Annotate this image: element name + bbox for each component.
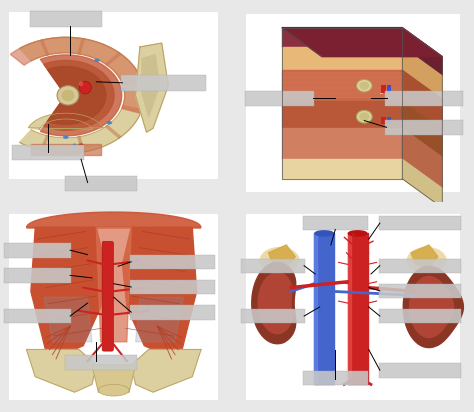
FancyBboxPatch shape <box>4 309 71 323</box>
FancyBboxPatch shape <box>303 216 368 230</box>
Polygon shape <box>131 349 201 392</box>
Ellipse shape <box>356 80 372 92</box>
FancyBboxPatch shape <box>130 255 215 269</box>
Ellipse shape <box>260 247 300 274</box>
Polygon shape <box>347 233 368 384</box>
Ellipse shape <box>94 59 100 62</box>
Polygon shape <box>44 297 92 342</box>
FancyBboxPatch shape <box>303 371 368 385</box>
FancyBboxPatch shape <box>379 284 461 298</box>
FancyBboxPatch shape <box>130 280 215 294</box>
Ellipse shape <box>62 89 74 101</box>
Polygon shape <box>27 349 96 392</box>
Ellipse shape <box>347 230 368 237</box>
Polygon shape <box>402 47 442 99</box>
Ellipse shape <box>99 384 129 396</box>
FancyBboxPatch shape <box>12 145 84 160</box>
Ellipse shape <box>57 86 79 105</box>
Ellipse shape <box>120 88 126 91</box>
Polygon shape <box>314 233 318 384</box>
Polygon shape <box>136 297 183 342</box>
Polygon shape <box>122 227 197 361</box>
Bar <box>387 117 391 124</box>
Polygon shape <box>96 227 131 342</box>
Polygon shape <box>19 37 144 153</box>
Ellipse shape <box>73 144 76 146</box>
Ellipse shape <box>80 81 91 94</box>
Polygon shape <box>402 101 442 157</box>
FancyBboxPatch shape <box>64 176 137 191</box>
Ellipse shape <box>63 136 69 139</box>
Ellipse shape <box>359 112 369 121</box>
FancyBboxPatch shape <box>379 363 461 378</box>
Polygon shape <box>252 262 296 344</box>
Polygon shape <box>92 365 136 392</box>
Polygon shape <box>402 70 442 130</box>
FancyBboxPatch shape <box>4 243 71 258</box>
Bar <box>387 85 391 94</box>
FancyBboxPatch shape <box>385 91 464 106</box>
Polygon shape <box>282 28 402 47</box>
Bar <box>380 93 383 94</box>
FancyBboxPatch shape <box>241 309 305 323</box>
Polygon shape <box>282 70 402 101</box>
Ellipse shape <box>107 121 112 124</box>
Polygon shape <box>347 233 351 384</box>
Polygon shape <box>27 212 201 227</box>
Ellipse shape <box>359 82 369 90</box>
Ellipse shape <box>356 110 372 123</box>
Polygon shape <box>403 266 464 348</box>
Polygon shape <box>402 28 442 76</box>
Polygon shape <box>402 159 442 208</box>
Polygon shape <box>136 43 168 132</box>
FancyBboxPatch shape <box>30 11 102 27</box>
FancyBboxPatch shape <box>379 216 461 230</box>
Polygon shape <box>314 233 334 384</box>
Polygon shape <box>47 66 106 124</box>
Polygon shape <box>402 128 442 188</box>
Polygon shape <box>282 128 402 159</box>
Ellipse shape <box>314 230 334 237</box>
FancyBboxPatch shape <box>121 75 207 91</box>
Polygon shape <box>268 245 295 268</box>
Polygon shape <box>31 227 105 361</box>
Ellipse shape <box>79 81 83 86</box>
FancyBboxPatch shape <box>64 355 137 370</box>
Polygon shape <box>411 245 438 268</box>
Polygon shape <box>142 55 160 117</box>
Polygon shape <box>282 101 402 128</box>
Ellipse shape <box>78 143 84 146</box>
Bar <box>9 12 219 179</box>
Polygon shape <box>10 37 144 113</box>
Polygon shape <box>282 159 402 179</box>
FancyBboxPatch shape <box>379 309 461 323</box>
Bar <box>381 85 386 94</box>
FancyBboxPatch shape <box>4 268 71 283</box>
Bar <box>381 117 386 124</box>
Polygon shape <box>282 47 402 70</box>
Polygon shape <box>410 276 454 337</box>
Ellipse shape <box>359 112 369 121</box>
Ellipse shape <box>356 110 372 123</box>
FancyBboxPatch shape <box>385 119 464 135</box>
Polygon shape <box>44 61 114 130</box>
Polygon shape <box>40 55 122 136</box>
Polygon shape <box>258 273 292 334</box>
FancyBboxPatch shape <box>241 259 305 273</box>
Polygon shape <box>28 113 103 129</box>
FancyBboxPatch shape <box>245 91 314 106</box>
FancyBboxPatch shape <box>102 241 113 351</box>
Polygon shape <box>282 28 442 57</box>
Ellipse shape <box>407 247 447 274</box>
Polygon shape <box>31 144 100 155</box>
FancyBboxPatch shape <box>130 305 215 320</box>
FancyBboxPatch shape <box>379 259 461 273</box>
